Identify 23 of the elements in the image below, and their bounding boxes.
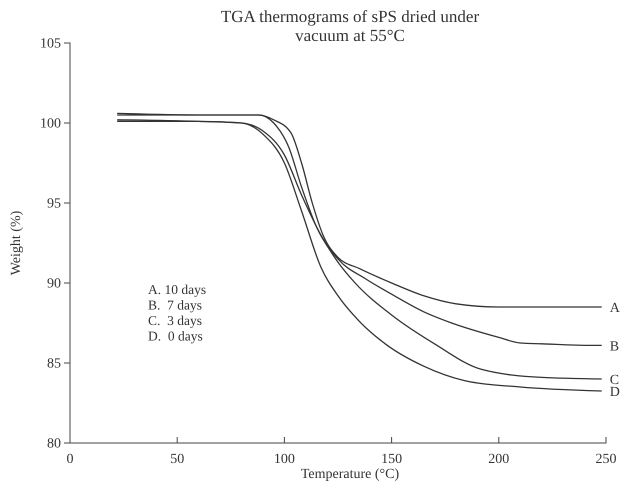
y-tick-label: 90 <box>47 276 61 292</box>
annotation: C. 3 days <box>148 313 202 328</box>
annotation: D. 0 days <box>148 328 203 344</box>
x-axis-title: Temperature (°C) <box>300 467 400 482</box>
y-tick-label: 95 <box>47 196 61 212</box>
x-tick-label: 100 <box>274 452 295 467</box>
series-label: D <box>610 385 620 400</box>
annotation: A. 10 days <box>148 282 206 297</box>
y-tick-label: 80 <box>47 436 61 452</box>
y-tick-label: 85 <box>47 356 61 372</box>
series-label: B <box>610 339 620 354</box>
y-tick-label: 105 <box>40 36 61 52</box>
y-tick-label: 100 <box>40 116 61 132</box>
y-axis-title: Weight (%) <box>9 210 24 276</box>
x-tick-label: 250 <box>596 452 616 467</box>
x-tick-label: 200 <box>488 452 510 467</box>
x-tick-label: 50 <box>170 452 184 467</box>
chart-title: TGA thermograms of sPS dried under vacuum at 55°C <box>220 7 480 45</box>
x-tick-label: 0 <box>66 452 74 467</box>
series-label: C <box>610 373 620 388</box>
series-label: A <box>610 301 621 316</box>
annotation: B. 7 days <box>148 298 202 312</box>
x-tick-label: 150 <box>381 452 402 467</box>
